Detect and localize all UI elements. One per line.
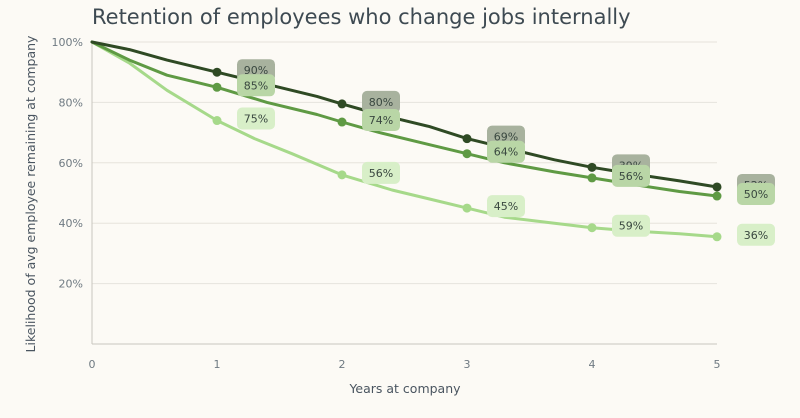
data-labels: 90%80%69%39%52%85%74%64%56%50%75%56%45%5… (237, 59, 775, 246)
y-axis-title: Likelihood of avg employee remaining at … (23, 35, 38, 352)
y-tick-label: 60% (59, 157, 83, 170)
x-tick-labels: 0 1 2 3 4 5 (89, 358, 721, 371)
data-label-text: 85% (244, 79, 268, 92)
series-lines (90, 40, 719, 239)
series-2-marker (712, 191, 722, 201)
x-tick-label: 4 (589, 358, 596, 371)
series-2-marker (587, 173, 597, 183)
data-label-bg (362, 161, 400, 184)
series-3-data-label: 56% (362, 161, 400, 184)
data-label-bg (237, 74, 275, 97)
series-2-marker (212, 82, 222, 92)
axes (91, 42, 717, 345)
data-label-text: 74% (369, 114, 393, 127)
data-label-text: 56% (619, 170, 643, 183)
series-2-data-label: 56% (612, 164, 650, 187)
data-label-text: 90% (244, 64, 268, 77)
x-tick-label: 0 (89, 358, 96, 371)
series-3-data-label: 36% (737, 223, 775, 246)
series-3-marker (462, 203, 472, 213)
data-label-bg (737, 183, 775, 206)
series-1-marker (462, 134, 472, 144)
series-line-1 (90, 40, 719, 189)
data-label-bg (737, 223, 775, 246)
y-tick-label: 40% (59, 217, 83, 230)
series-1-marker (712, 182, 722, 192)
data-label-text: 80% (369, 96, 393, 109)
data-label-bg (362, 109, 400, 132)
series-3-marker (212, 116, 222, 126)
data-label-text: 75% (244, 113, 268, 126)
x-tick-label: 5 (714, 358, 721, 371)
data-label-text: 59% (619, 220, 643, 233)
data-label-text: 56% (369, 167, 393, 180)
series-3-marker (712, 232, 722, 242)
series-1-data-label: 80% (362, 90, 400, 113)
data-label-text: 64% (494, 146, 518, 159)
series-2-marker (337, 117, 347, 127)
y-tick-label: 100% (52, 36, 83, 49)
x-tick-label: 2 (339, 358, 346, 371)
series-3-data-label: 59% (612, 214, 650, 237)
data-label-text: 45% (494, 200, 518, 213)
y-tick-label: 20% (59, 278, 83, 291)
series-2-data-label: 85% (237, 74, 275, 97)
series-2-data-label: 74% (362, 109, 400, 132)
data-label-text: 69% (494, 131, 518, 144)
data-label-text: 50% (744, 188, 768, 201)
x-tick-label: 3 (464, 358, 471, 371)
data-label-bg (487, 195, 525, 218)
y-tick-labels: 20% 40% 60% 80% 100% (52, 36, 83, 291)
data-label-bg (612, 164, 650, 187)
y-tick-label: 80% (59, 96, 83, 109)
x-axis-title: Years at company (348, 381, 461, 396)
series-2-data-label: 50% (737, 183, 775, 206)
data-label-bg (487, 140, 525, 163)
series-1-marker (587, 162, 597, 172)
chart-title: Retention of employees who change jobs i… (92, 5, 631, 29)
series-1-marker (212, 67, 222, 77)
data-label-text: 36% (744, 229, 768, 242)
series-line-2 (90, 40, 719, 198)
series-3-marker (337, 170, 347, 180)
series-3-data-label: 45% (487, 195, 525, 218)
series-3-data-label: 75% (237, 107, 275, 130)
series-3-marker (587, 223, 597, 233)
series-1-marker (337, 99, 347, 109)
series-markers (212, 67, 722, 242)
data-label-bg (612, 214, 650, 237)
series-2-marker (462, 149, 472, 159)
series-line-3 (90, 40, 719, 239)
x-tick-label: 1 (214, 358, 221, 371)
data-label-bg (362, 90, 400, 113)
series-2-data-label: 64% (487, 140, 525, 163)
data-label-bg (237, 107, 275, 130)
